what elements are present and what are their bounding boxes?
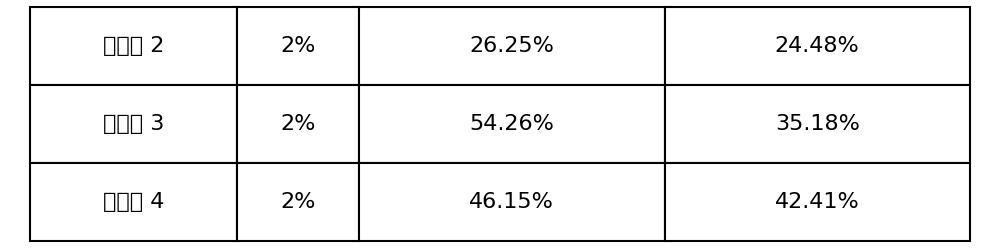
- Bar: [237, 7, 359, 85]
- Text: 对比例 2: 对比例 2: [103, 36, 164, 56]
- Bar: [359, 163, 664, 241]
- Bar: [237, 85, 359, 163]
- Bar: [30, 7, 237, 85]
- Text: 2%: 2%: [280, 114, 316, 134]
- Bar: [664, 7, 970, 85]
- Bar: [30, 163, 237, 241]
- Text: 26.25%: 26.25%: [469, 36, 554, 56]
- Bar: [30, 85, 237, 163]
- Text: 2%: 2%: [280, 36, 316, 56]
- Text: 35.18%: 35.18%: [775, 114, 860, 134]
- Text: 对比例 4: 对比例 4: [103, 192, 164, 212]
- Text: 42.41%: 42.41%: [775, 192, 860, 212]
- Bar: [359, 7, 664, 85]
- Text: 54.26%: 54.26%: [469, 114, 554, 134]
- Bar: [359, 85, 664, 163]
- Bar: [664, 85, 970, 163]
- Text: 46.15%: 46.15%: [469, 192, 554, 212]
- Bar: [237, 163, 359, 241]
- Text: 2%: 2%: [280, 192, 316, 212]
- Bar: [664, 163, 970, 241]
- Text: 24.48%: 24.48%: [775, 36, 860, 56]
- Text: 对比例 3: 对比例 3: [103, 114, 164, 134]
